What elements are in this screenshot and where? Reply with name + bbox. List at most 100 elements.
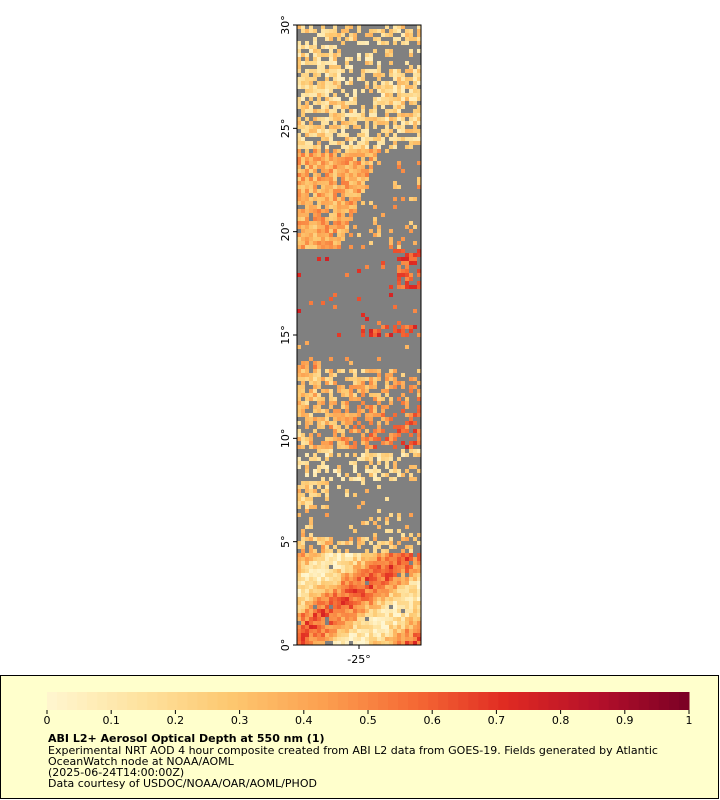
aod-cell bbox=[313, 73, 317, 77]
aod-cell bbox=[301, 169, 305, 173]
colorbar-step bbox=[448, 692, 459, 710]
aod-cell bbox=[409, 641, 413, 645]
aod-cell bbox=[321, 197, 325, 201]
aod-cell bbox=[301, 85, 305, 89]
aod-cell bbox=[325, 89, 329, 93]
aod-cell bbox=[361, 637, 365, 641]
aod-cell bbox=[349, 145, 353, 149]
aod-cell bbox=[397, 113, 401, 117]
colorbar-step bbox=[157, 692, 168, 710]
aod-cell bbox=[305, 525, 309, 529]
aod-cell bbox=[313, 565, 317, 569]
aod-cell bbox=[373, 641, 377, 645]
aod-cell bbox=[353, 97, 357, 101]
colorbar-step bbox=[237, 692, 249, 710]
aod-cell bbox=[301, 621, 305, 625]
aod-cell bbox=[369, 589, 373, 593]
aod-cell bbox=[385, 589, 389, 593]
aod-cell bbox=[297, 85, 301, 89]
aod-cell bbox=[381, 621, 385, 625]
aod-cell bbox=[393, 181, 397, 185]
aod-cell bbox=[365, 557, 369, 561]
aod-cell bbox=[341, 197, 345, 201]
aod-cell bbox=[301, 533, 305, 537]
aod-cell bbox=[365, 169, 369, 173]
aod-cell bbox=[353, 429, 357, 433]
aod-cell bbox=[369, 385, 373, 389]
aod-cell bbox=[349, 629, 353, 633]
aod-cell bbox=[361, 477, 365, 481]
aod-cell bbox=[373, 233, 377, 237]
aod-cell bbox=[297, 161, 301, 165]
aod-cell bbox=[337, 573, 341, 577]
aod-cell bbox=[365, 177, 369, 181]
aod-cell bbox=[317, 369, 321, 373]
aod-cell bbox=[297, 589, 301, 593]
aod-cell bbox=[317, 493, 321, 497]
aod-cell bbox=[377, 61, 381, 65]
aod-cell bbox=[401, 537, 405, 541]
aod-cell bbox=[297, 445, 301, 449]
aod-cell bbox=[373, 393, 377, 397]
aod-cell bbox=[385, 53, 389, 57]
aod-cell bbox=[357, 633, 361, 637]
aod-cell bbox=[317, 197, 321, 201]
aod-cell bbox=[297, 165, 301, 169]
aod-cell bbox=[393, 109, 397, 113]
aod-cell bbox=[401, 129, 405, 133]
aod-cell bbox=[409, 389, 413, 393]
aod-cell bbox=[321, 537, 325, 541]
aod-cell bbox=[401, 169, 405, 173]
aod-cell bbox=[301, 561, 305, 565]
aod-cell bbox=[341, 145, 345, 149]
aod-cell bbox=[313, 245, 317, 249]
aod-cell bbox=[409, 117, 413, 121]
aod-cell bbox=[325, 153, 329, 157]
aod-cell bbox=[297, 389, 301, 393]
colorbar-step bbox=[378, 692, 389, 710]
aod-cell bbox=[333, 77, 337, 81]
aod-cell bbox=[361, 245, 365, 249]
colorbar-step bbox=[638, 692, 650, 710]
aod-cell bbox=[349, 625, 353, 629]
aod-cell bbox=[357, 57, 361, 61]
aod-cell bbox=[397, 125, 401, 129]
aod-cell bbox=[297, 77, 301, 81]
aod-cell bbox=[325, 133, 329, 137]
aod-cell bbox=[413, 641, 417, 645]
aod-cell bbox=[329, 29, 333, 33]
aod-cell bbox=[309, 201, 313, 205]
aod-cell bbox=[349, 557, 353, 561]
aod-cell bbox=[405, 93, 409, 97]
aod-cell bbox=[405, 277, 409, 281]
aod-cell bbox=[409, 261, 413, 265]
aod-cell bbox=[321, 137, 325, 141]
colorbar-tick-label: 0 bbox=[44, 714, 51, 727]
aod-cell bbox=[329, 601, 333, 605]
aod-cell bbox=[373, 397, 377, 401]
aod-cell bbox=[309, 221, 313, 225]
aod-cell bbox=[405, 453, 409, 457]
aod-cell bbox=[333, 417, 337, 421]
aod-cell bbox=[349, 137, 353, 141]
aod-cell bbox=[389, 625, 393, 629]
aod-cell bbox=[345, 541, 349, 545]
aod-cell bbox=[389, 513, 393, 517]
aod-cell bbox=[357, 53, 361, 57]
aod-cell bbox=[377, 413, 381, 417]
aod-cell bbox=[297, 213, 301, 217]
aod-cell bbox=[353, 465, 357, 469]
aod-cell bbox=[381, 441, 385, 445]
aod-cell bbox=[397, 269, 401, 273]
aod-cell bbox=[369, 593, 373, 597]
aod-cell bbox=[321, 625, 325, 629]
aod-cell bbox=[405, 537, 409, 541]
aod-cell bbox=[313, 577, 317, 581]
aod-cell bbox=[305, 233, 309, 237]
aod-cell bbox=[317, 157, 321, 161]
aod-cell bbox=[409, 121, 413, 125]
aod-cell bbox=[313, 57, 317, 61]
aod-cell bbox=[345, 621, 349, 625]
aod-cell bbox=[313, 505, 317, 509]
aod-cell bbox=[329, 377, 333, 381]
